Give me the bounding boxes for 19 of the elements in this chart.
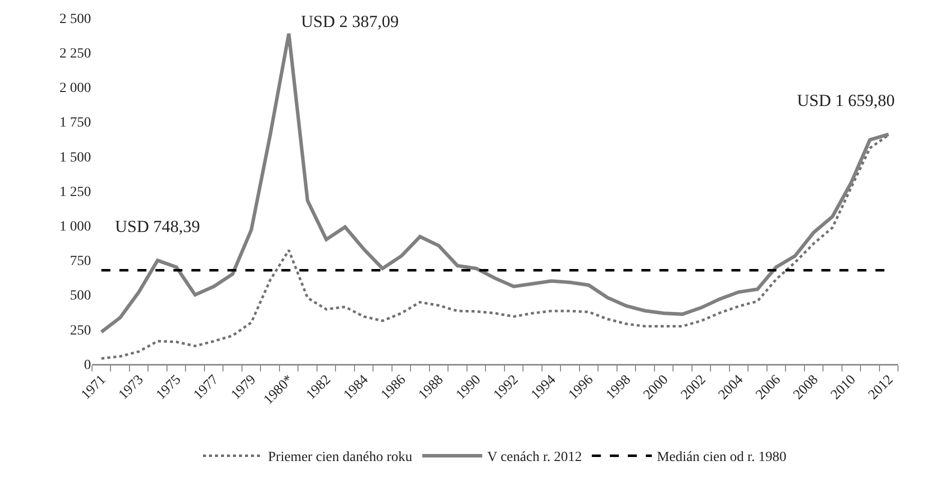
y-tick-label: 1 000 bbox=[60, 220, 91, 234]
annotation: USD 1 659,80 bbox=[797, 91, 895, 110]
y-tick-label: 250 bbox=[70, 323, 91, 338]
y-tick-label: 2 500 bbox=[60, 12, 91, 27]
annotation: USD 2 387,09 bbox=[301, 12, 399, 31]
y-tick-label: 1 500 bbox=[60, 150, 91, 166]
legend-label: Medián cien od r. 1980 bbox=[656, 450, 786, 466]
annotation: USD 748,39 bbox=[115, 217, 200, 236]
y-tick-label: 2 000 bbox=[60, 81, 91, 96]
legend-label: Priemer cien daného roku bbox=[268, 450, 412, 466]
y-tick-label: 2 250 bbox=[60, 46, 91, 62]
y-tick-label: 1 750 bbox=[60, 116, 91, 131]
y-tick-label: 750 bbox=[70, 254, 91, 270]
legend-label: V cenách r. 2012 bbox=[487, 450, 582, 466]
y-tick-label: 0 bbox=[84, 358, 91, 373]
y-tick-label: 1 250 bbox=[60, 184, 91, 200]
line-series bbox=[100, 134, 890, 360]
x-tick-label: 1971 bbox=[78, 372, 110, 403]
y-tick-label: 500 bbox=[70, 288, 91, 304]
